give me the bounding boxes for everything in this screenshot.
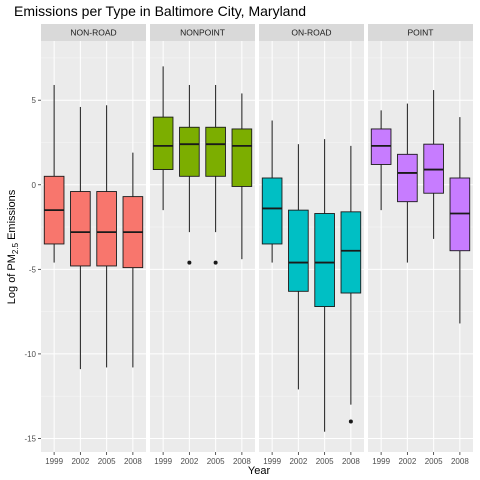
strip-label: POINT [408,28,434,38]
x-tick-label: 2005 [316,457,334,466]
facet-nonpoint: NONPOINT 1999 2002 2005 2008 [150,24,255,466]
box-2008 [340,145,362,424]
box-2002 [288,144,309,390]
strip-label: NON-ROAD [70,28,116,38]
box-body [314,213,335,307]
outlier-point [187,260,192,265]
box-2005 [423,90,444,239]
x-tick-label: 2005 [207,457,225,466]
y-axis-label-main: Log of PM [6,254,18,304]
box-body [261,177,283,245]
box-2008 [231,93,253,260]
box-body [231,128,253,187]
x-tick-label: 2008 [233,457,251,466]
strip-background [41,24,146,41]
box-1999 [152,66,174,211]
x-tick-label: 2005 [425,457,443,466]
box-body [179,126,200,177]
x-tick-label: 1999 [45,457,63,466]
chart-title: Emissions per Type in Baltimore City, Ma… [14,3,306,19]
facet-panels: NON-ROAD 1999 2002 2005 2008 NONPOINT 1999 2002… [41,24,473,466]
box-body [288,209,309,292]
box-body [340,211,362,294]
outlier-point [348,419,353,424]
x-tick-label: 2008 [124,457,142,466]
box-2005 [96,105,117,368]
y-tick-label: 0 [32,181,37,190]
x-axis-label: Year [248,465,271,477]
outlier-point [213,260,218,265]
facet-on-road: ON-ROAD 1999 2002 2005 2008 [259,24,364,466]
x-tick-label: 2005 [98,457,116,466]
strip-label: NONPOINT [180,28,225,38]
x-tick-label: 2002 [398,457,416,466]
x-tick-label: 1999 [154,457,172,466]
x-tick-label: 2002 [71,457,89,466]
box-2002 [179,84,200,265]
box-1999 [43,84,65,263]
x-tick-label: 2008 [451,457,469,466]
box-body [205,126,226,177]
box-2008 [449,117,471,324]
box-2008 [122,152,144,368]
panel-background [150,41,255,452]
box-2002 [70,106,91,370]
strip-background [368,24,473,41]
box-1999 [261,120,283,263]
y-tick-label: -5 [29,265,37,274]
x-tick-label: 2002 [289,457,307,466]
box-2005 [314,139,335,432]
box-body [152,116,174,170]
strip-label: ON-ROAD [291,28,331,38]
x-tick-label: 1999 [263,457,281,466]
x-tick-label: 2008 [342,457,360,466]
y-axis: 5 0 -5 -10 -15 [24,96,41,443]
y-axis-label: Log of PM2.5 Emissions [6,189,20,304]
x-tick-label: 2002 [180,457,198,466]
y-tick-label: 5 [32,96,37,105]
x-tick-label: 1999 [372,457,390,466]
box-body [70,191,91,267]
facet-point: POINT 1999 2002 2005 2008 [368,24,473,466]
facet-non-road: NON-ROAD 1999 2002 2005 2008 [41,24,146,466]
y-axis-label-subscript: 2.5 [11,242,20,254]
y-axis-label-suffix: Emissions [6,189,18,243]
strip-background [150,24,255,41]
strip-background [259,24,364,41]
box-2005 [205,84,226,265]
box-2002 [397,103,418,263]
box-body [397,153,418,203]
box-1999 [370,110,392,211]
y-tick-label: -10 [24,350,36,359]
y-tick-label: -15 [24,434,36,443]
box-body [96,191,117,267]
